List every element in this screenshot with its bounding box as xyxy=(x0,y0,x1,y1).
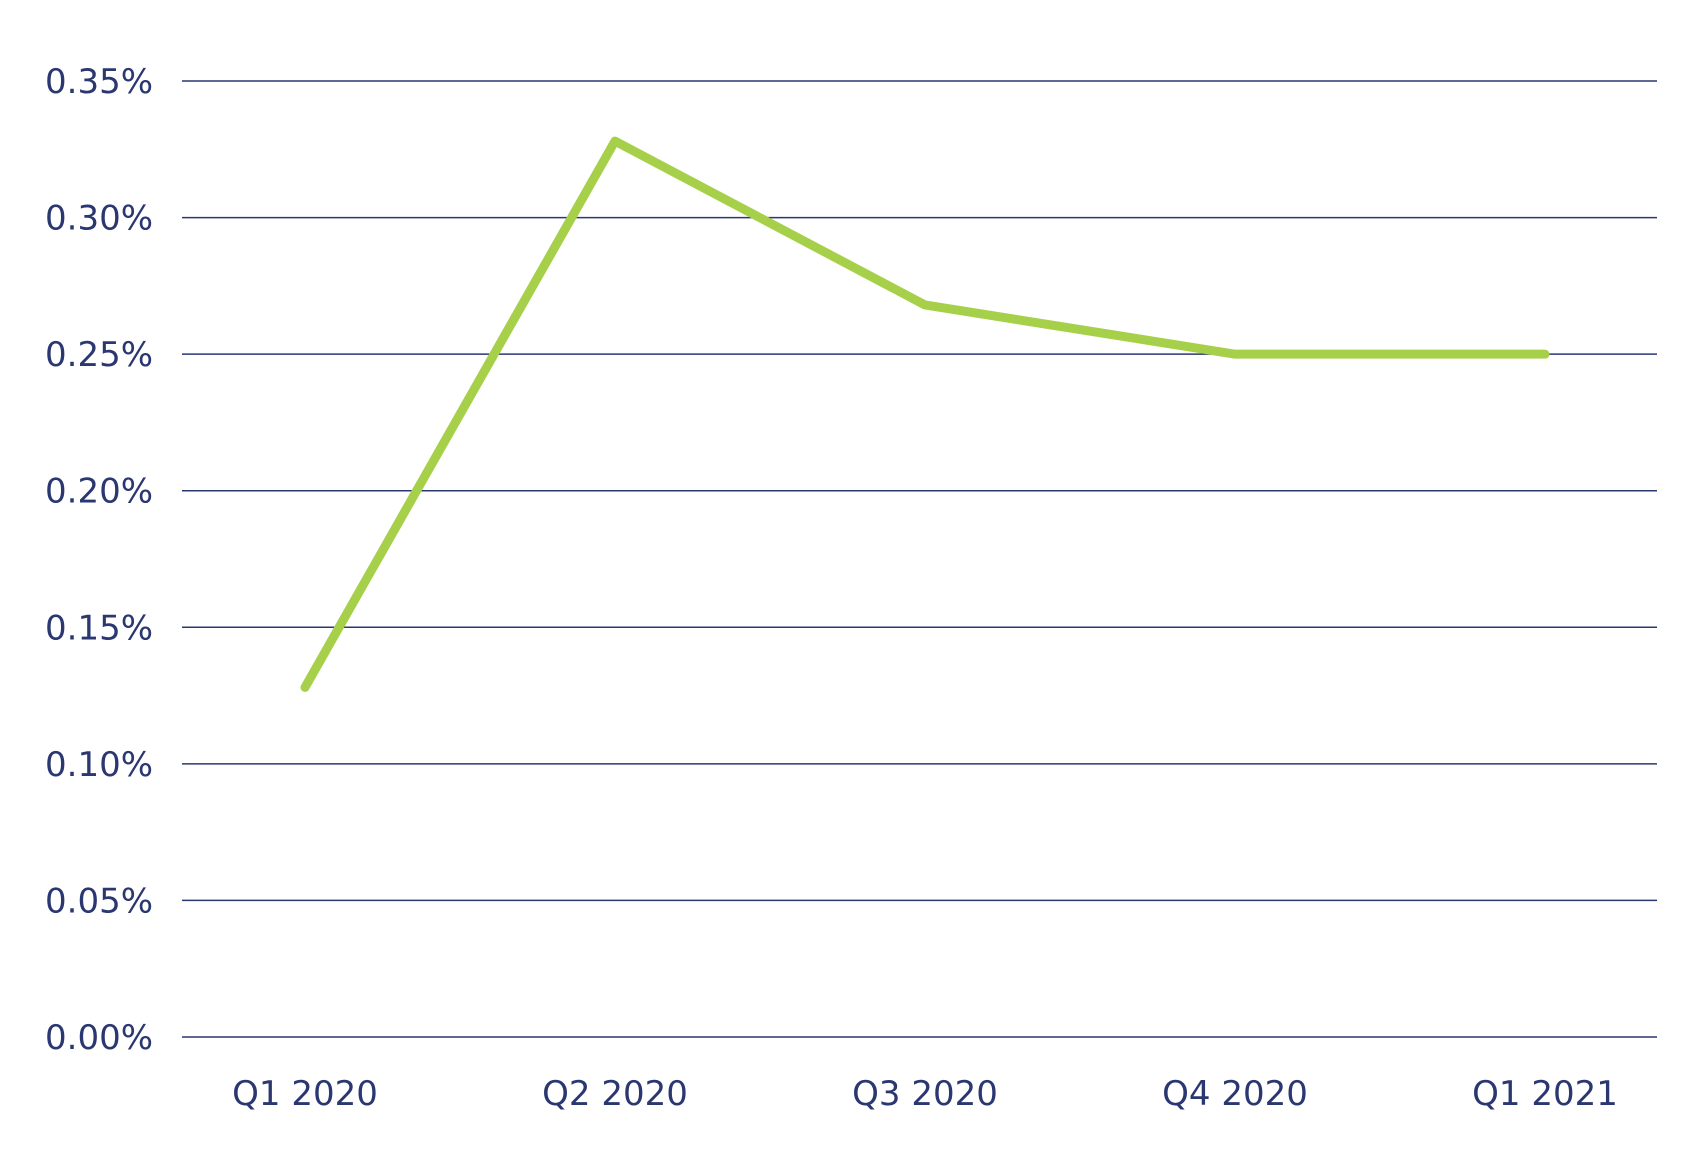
y-tick-label: 0.15% xyxy=(45,608,153,648)
y-tick-label: 0.00% xyxy=(45,1018,153,1058)
series-lines xyxy=(300,136,1550,692)
series-line xyxy=(300,136,1550,692)
x-tick-label: Q4 2020 xyxy=(1162,1074,1308,1114)
y-tick-label: 0.05% xyxy=(45,881,153,921)
data-point xyxy=(1234,353,1236,355)
y-axis-tick-labels: 0.00% 0.05% 0.10% 0.15% 0.20% 0.25% 0.30% 0.35% xyxy=(45,62,153,1058)
x-tick-label: Q3 2020 xyxy=(852,1074,998,1114)
data-point xyxy=(304,686,306,688)
data-point xyxy=(614,140,616,142)
y-tick-label: 0.10% xyxy=(45,745,153,785)
y-tick-label: 0.25% xyxy=(45,335,153,375)
data-point xyxy=(924,304,926,306)
x-axis-tick-labels: Q1 2020 Q2 2020 Q3 2020 Q4 2020 Q1 2021 xyxy=(232,1074,1618,1114)
y-tick-label: 0.20% xyxy=(45,472,153,512)
y-tick-label: 0.30% xyxy=(45,199,153,239)
x-tick-label: Q2 2020 xyxy=(542,1074,688,1114)
x-tick-label: Q1 2021 xyxy=(1472,1074,1618,1114)
x-tick-label: Q1 2020 xyxy=(232,1074,378,1114)
data-point xyxy=(1544,353,1546,355)
gridlines xyxy=(182,80,1657,1038)
y-tick-label: 0.35% xyxy=(45,62,153,102)
